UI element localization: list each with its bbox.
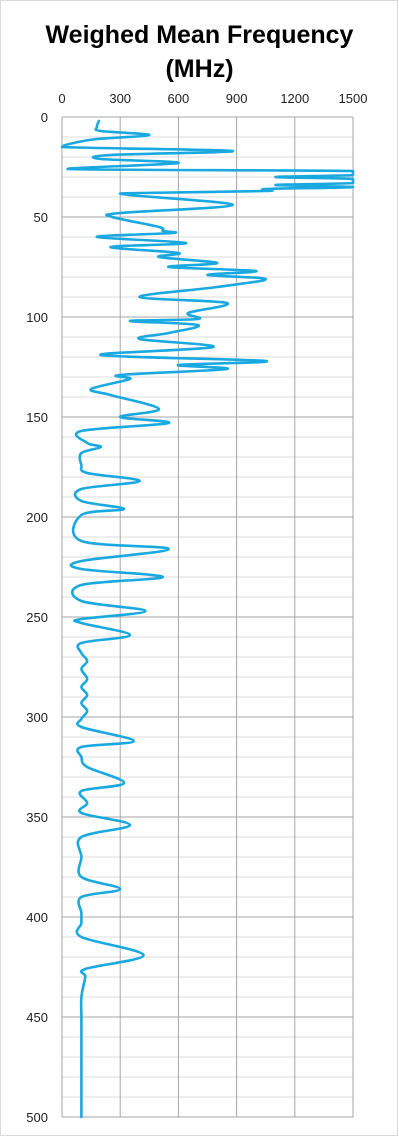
y-tick-label: 350	[26, 810, 48, 825]
x-tick-label: 300	[109, 91, 131, 106]
y-tick-label: 200	[26, 510, 48, 525]
x-tick-label: 600	[168, 91, 190, 106]
x-axis-tick-labels: 0 300 600 900 1200 1500	[58, 91, 367, 106]
y-tick-label: 450	[26, 1010, 48, 1025]
series-line	[60, 119, 355, 1119]
x-tick-label: 1500	[339, 91, 368, 106]
x-tick-label: 0	[58, 91, 65, 106]
y-tick-label: 150	[26, 410, 48, 425]
series-layer	[60, 119, 355, 1119]
x-tick-label: 1200	[280, 91, 309, 106]
y-tick-label: 500	[26, 1110, 48, 1125]
y-tick-label: 300	[26, 710, 48, 725]
major-gridlines	[61, 116, 354, 1118]
y-tick-label: 50	[34, 210, 48, 225]
chart-title-line-2: (MHz)	[165, 55, 234, 83]
y-tick-label: 0	[41, 110, 48, 125]
y-tick-label: 400	[26, 910, 48, 925]
y-axis-tick-labels: 0 50 100 150 200 250 300 350 400 450 500	[26, 110, 48, 1125]
y-tick-label: 100	[26, 310, 48, 325]
x-tick-label: 900	[226, 91, 248, 106]
chart-title-line-1: Weighed Mean Frequency	[45, 21, 354, 49]
y-tick-label: 250	[26, 610, 48, 625]
